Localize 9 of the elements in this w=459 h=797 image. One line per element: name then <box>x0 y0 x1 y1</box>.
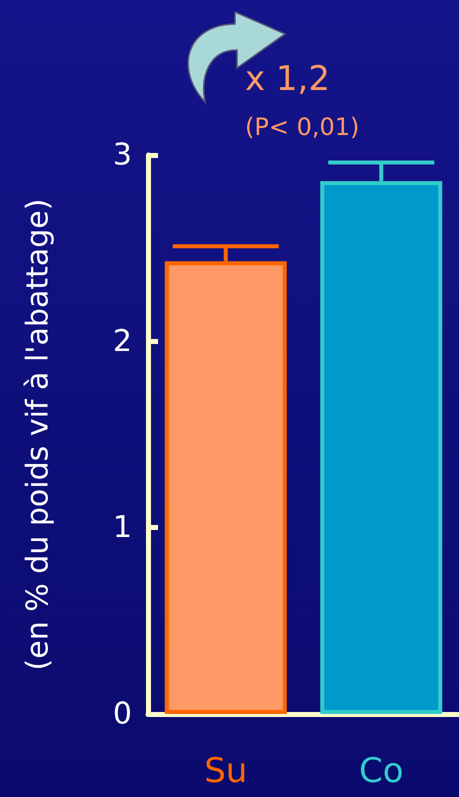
text: (P< 0,01) <box>245 113 360 141</box>
x-tick-label: Su <box>204 751 248 791</box>
text: x 1,2 <box>245 59 330 99</box>
y-tick-label: 1 <box>112 510 132 546</box>
x-tick-label: Co <box>358 751 404 791</box>
y-tick-label: 0 <box>112 696 132 732</box>
y-tick-label: 3 <box>112 138 132 172</box>
y-tick-label: 2 <box>112 324 132 359</box>
y-axis-title: (en % du poids vif à l'abattage) <box>20 198 56 670</box>
